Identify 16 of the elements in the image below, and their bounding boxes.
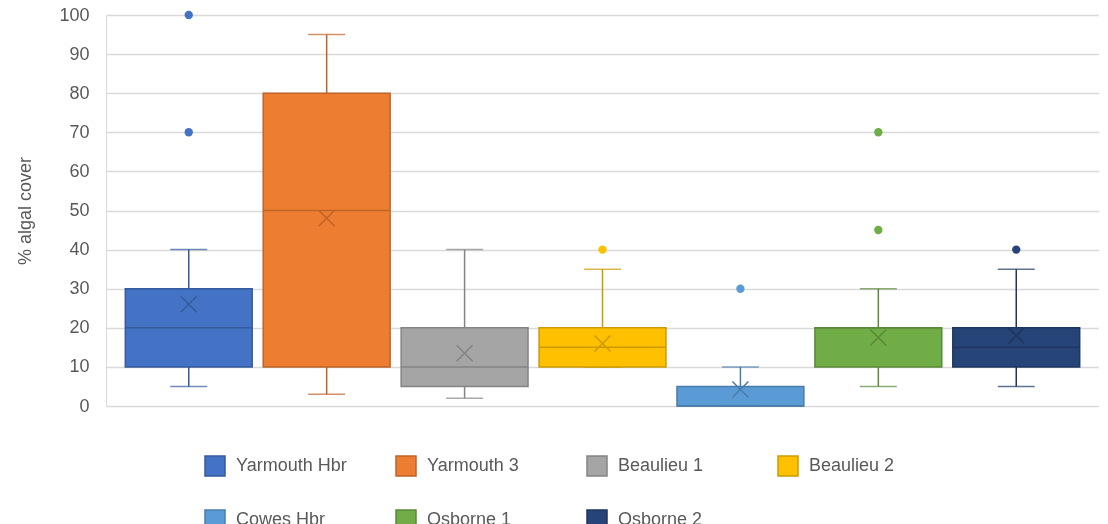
legend-label: Beaulieu 2 bbox=[809, 455, 895, 475]
y-tick-label: 10 bbox=[69, 356, 90, 377]
y-tick-label: 0 bbox=[79, 395, 90, 416]
y-tick-label: 60 bbox=[69, 160, 90, 181]
y-tick-label: 80 bbox=[69, 82, 90, 103]
legend-label: Beaulieu 1 bbox=[618, 455, 704, 475]
legend-label: Yarmouth 3 bbox=[427, 455, 519, 475]
y-tick-label: 70 bbox=[69, 121, 90, 142]
legend-label: Yarmouth Hbr bbox=[236, 455, 347, 475]
y-tick-label: 20 bbox=[69, 317, 90, 338]
y-tick-label: 40 bbox=[69, 239, 90, 260]
y-tick-label: 100 bbox=[59, 4, 90, 25]
y-tick-label: 90 bbox=[69, 43, 90, 64]
y-tick-label: 30 bbox=[69, 278, 90, 299]
y-tick-label: 50 bbox=[69, 200, 90, 220]
y-axis-title: % algal cover bbox=[15, 156, 36, 266]
